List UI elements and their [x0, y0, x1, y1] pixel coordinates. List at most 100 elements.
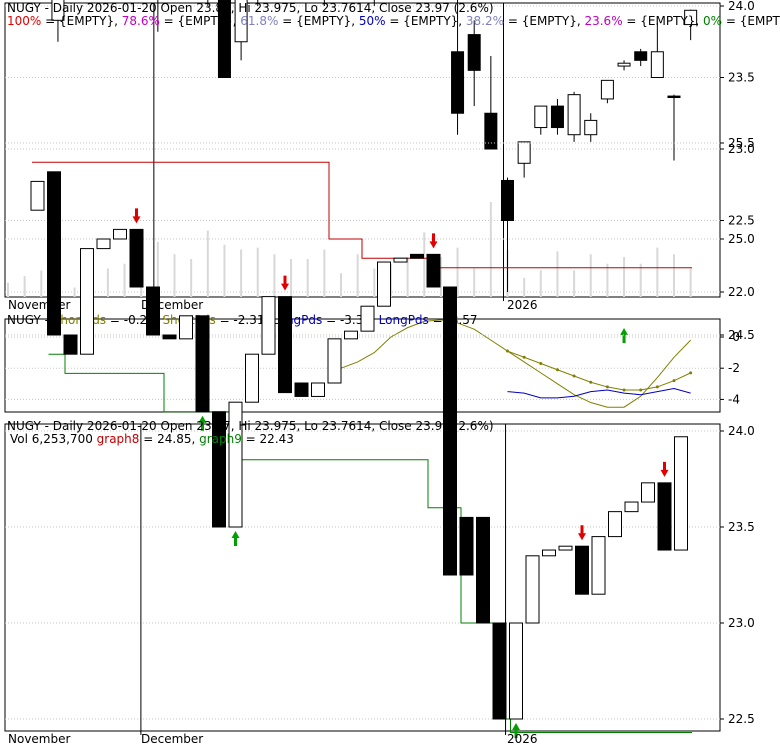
- series-point: [655, 385, 659, 389]
- x-label-december: December: [141, 732, 203, 745]
- linebreak-box: [459, 516, 474, 576]
- linebreak-box: [542, 549, 556, 557]
- volume-bar: [623, 257, 626, 297]
- y-tick-label: 23.5: [728, 520, 755, 534]
- sell-arrow-icon: [132, 208, 141, 224]
- price-panel-title: NUGY - Daily 2026-01-20 Open 23.87, Hi 2…: [7, 1, 494, 15]
- linebreak-box: [129, 228, 144, 288]
- series-point: [522, 355, 526, 359]
- y-tick-label: -2: [728, 361, 740, 375]
- volume-bar: [7, 282, 9, 297]
- linebreak-box: [30, 180, 45, 211]
- y-tick-label: 0: [732, 330, 740, 344]
- volume-bar: [606, 263, 609, 297]
- volume-bar: [73, 287, 76, 297]
- linebreak-panel-title: NUGY - Daily 2026-01-20 Open 23.87, Hi 2…: [7, 419, 494, 433]
- linebreak-box: [179, 315, 193, 340]
- candle-body: [517, 141, 531, 164]
- candle-body: [234, 0, 248, 43]
- linebreak-box: [344, 330, 358, 340]
- candle-body: [217, 0, 231, 79]
- linebreak-box: [162, 334, 177, 340]
- y-tick-label: 24.5: [728, 328, 755, 342]
- linebreak-box: [278, 296, 292, 394]
- series-point: [639, 388, 643, 392]
- volume-bar: [673, 254, 675, 297]
- linebreak-box: [113, 228, 127, 240]
- y-tick-label: 22.5: [728, 712, 755, 726]
- sell-arrow-icon: [578, 525, 586, 541]
- candle-body: [567, 94, 581, 136]
- linebreak-box: [641, 482, 655, 503]
- series-point: [506, 349, 509, 353]
- x-label-november: November: [8, 732, 70, 745]
- candle-body: [501, 179, 514, 222]
- fib-legend: 100% = {EMPTY}, 78.6% = {EMPTY}, 61.8% =…: [7, 14, 780, 28]
- volume-bar: [306, 259, 309, 297]
- candle-body: [600, 79, 614, 100]
- linebreak-box: [426, 253, 441, 288]
- volume-bar: [639, 263, 642, 297]
- volume-bar: [323, 249, 326, 297]
- linebreak-box: [443, 286, 457, 576]
- volume-bar: [356, 254, 359, 297]
- series-point: [555, 368, 559, 372]
- linebreak-box: [410, 253, 424, 259]
- sell-arrow-icon: [429, 233, 438, 249]
- buy-arrow-icon: [512, 723, 520, 738]
- volume-bar: [206, 230, 209, 297]
- candle-body: [534, 105, 548, 129]
- y-tick-label: 25.0: [728, 232, 755, 246]
- volume-bar: [223, 244, 226, 297]
- linebreak-box: [96, 238, 111, 250]
- volume-bar: [40, 270, 43, 297]
- linebreak-box: [509, 622, 523, 720]
- volume-bar: [123, 263, 126, 297]
- series-longpds-line: [507, 387, 691, 399]
- linebreak-box: [393, 257, 408, 263]
- candle-body: [484, 112, 498, 150]
- linebreak-box: [476, 516, 490, 624]
- linebreak-box: [63, 334, 78, 355]
- series-point: [572, 374, 576, 378]
- series-point: [689, 371, 693, 375]
- y-tick-label: -4: [728, 392, 740, 406]
- candle-body: [634, 51, 648, 61]
- y-tick-label: 23.5: [728, 71, 755, 85]
- linebreak-box: [492, 622, 507, 720]
- linebreak-box: [674, 436, 688, 551]
- volume-bar: [106, 268, 109, 297]
- y-tick-label: 24.0: [728, 0, 755, 13]
- linebreak-box: [245, 353, 259, 403]
- linebreak-box: [212, 411, 226, 528]
- linebreak-box: [377, 261, 391, 307]
- linebreak-panel-frame: [4, 423, 721, 732]
- linebreak-box: [228, 401, 243, 528]
- series-point: [539, 362, 543, 366]
- candle-body: [451, 51, 465, 114]
- candle-body: [550, 105, 564, 129]
- volume-bar: [489, 202, 492, 297]
- y-tick-label: 23.0: [728, 142, 755, 156]
- series-shortpds-line: [507, 350, 691, 391]
- volume-bar: [23, 276, 26, 297]
- pds-legend: NUGY - ShortPds = -0.20, ShortPds = -2.3…: [7, 313, 478, 327]
- volume-bar: [156, 241, 159, 297]
- linebreak-box: [261, 296, 276, 355]
- volume-bar: [556, 251, 559, 297]
- volume-bar: [340, 273, 342, 297]
- buy-arrow-icon: [231, 531, 240, 546]
- volume-bar: [373, 268, 376, 297]
- volume-bar: [573, 270, 576, 297]
- y-tick-label: 25.5: [728, 136, 755, 150]
- volume-bar: [589, 254, 592, 297]
- series-point: [622, 388, 626, 392]
- linebreak-box: [360, 305, 375, 332]
- linebreak-box: [657, 482, 672, 551]
- x-label-november: November: [8, 298, 70, 312]
- x-label-2026: 2026: [507, 298, 538, 312]
- series-point: [605, 385, 609, 389]
- series-point: [672, 379, 676, 383]
- volume-bar: [439, 257, 442, 297]
